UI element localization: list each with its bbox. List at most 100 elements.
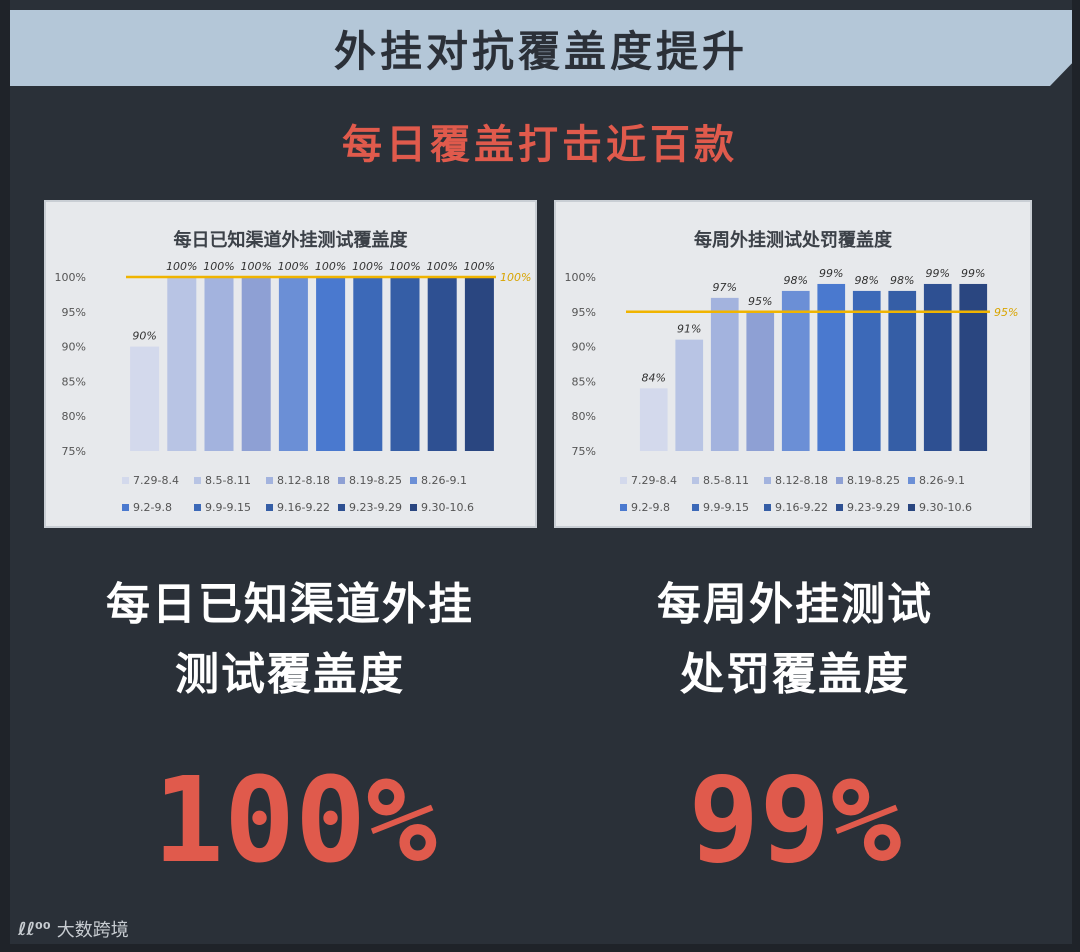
- legend-label: 9.16-9.22: [775, 501, 828, 514]
- y-tick-label: 75%: [62, 445, 86, 458]
- legend-swatch: [908, 477, 915, 484]
- bar-value-label: 100%: [203, 260, 234, 273]
- legend-swatch: [836, 504, 843, 511]
- legend-label: 9.2-9.8: [133, 501, 172, 514]
- y-tick-label: 75%: [572, 445, 596, 458]
- watermark: ℓℓ⁰⁰ 大数跨境: [18, 916, 129, 942]
- bar-value-label: 84%: [642, 371, 666, 384]
- weekly-coverage-chart: 每周外挂测试处罚覆盖度 75% 80% 85% 90% 95% 100% 84% 91% 97% 9…: [565, 229, 1019, 514]
- bar-value-label: 99%: [961, 267, 985, 280]
- reference-line-label: 100%: [500, 271, 531, 284]
- bar-value-label: 100%: [240, 260, 271, 273]
- y-tick-label: 85%: [62, 375, 86, 388]
- weekly-caption-line2: 处罚覆盖度: [680, 649, 910, 700]
- bar: [353, 277, 383, 451]
- reference-line-label: 95%: [994, 306, 1018, 319]
- bar: [888, 290, 917, 451]
- weekly-caption-line1: 每周外挂测试: [657, 579, 933, 630]
- legend-label: 9.23-9.29: [349, 501, 402, 514]
- legend-swatch: [122, 504, 129, 511]
- bar: [390, 277, 420, 451]
- legend-label: 8.12-8.18: [277, 474, 330, 487]
- legend-label: 8.26-9.1: [421, 474, 467, 487]
- daily-caption-line1: 每日已知渠道外挂: [106, 579, 474, 630]
- legend-label: 9.9-9.15: [703, 501, 749, 514]
- legend-swatch: [266, 504, 273, 511]
- bar-value-label: 91%: [677, 323, 701, 336]
- bar: [427, 277, 457, 451]
- legend-swatch: [410, 504, 417, 511]
- bar: [278, 277, 308, 451]
- bar-value-label: 90%: [132, 330, 156, 343]
- daily-coverage-value: 100%: [152, 751, 438, 889]
- chart-title: 每周外挂测试处罚覆盖度: [694, 229, 893, 251]
- daily-coverage-chart: 每日已知渠道外挂测试覆盖度 75% 80% 85% 90% 95% 100% 90% 100% 1…: [55, 229, 532, 514]
- bar: [130, 346, 160, 451]
- bar-value-label: 95%: [748, 295, 772, 308]
- legend-label: 7.29-8.4: [133, 474, 179, 487]
- legend-label: 9.2-9.8: [631, 501, 670, 514]
- page-subtitle: 每日覆盖打击近百款: [342, 122, 738, 168]
- legend-swatch: [194, 477, 201, 484]
- bar-value-label: 100%: [166, 260, 197, 273]
- legend-swatch: [620, 477, 627, 484]
- bar-value-label: 100%: [315, 260, 346, 273]
- legend-label: 8.19-8.25: [349, 474, 402, 487]
- legend-swatch: [620, 504, 627, 511]
- bar-value-label: 100%: [426, 260, 457, 273]
- y-tick-label: 95%: [572, 306, 596, 319]
- bar: [204, 277, 234, 451]
- y-tick-label: 95%: [62, 306, 86, 319]
- bar: [675, 339, 704, 451]
- legend-swatch: [764, 477, 771, 484]
- bar-value-label: 100%: [352, 260, 383, 273]
- legend-label: 9.30-10.6: [421, 501, 474, 514]
- bar: [167, 277, 197, 451]
- legend-swatch: [266, 477, 273, 484]
- bar: [817, 283, 846, 451]
- y-tick-label: 80%: [62, 410, 86, 423]
- y-tick-label: 90%: [572, 341, 596, 354]
- bar: [852, 290, 881, 451]
- bar: [464, 277, 494, 451]
- bar-value-label: 99%: [926, 267, 950, 280]
- legend-swatch: [122, 477, 129, 484]
- legend-label: 8.26-9.1: [919, 474, 965, 487]
- bar-value-label: 97%: [713, 281, 737, 294]
- legend-label: 8.5-8.11: [703, 474, 749, 487]
- bar: [959, 283, 988, 451]
- bar: [710, 297, 739, 451]
- legend-swatch: [410, 477, 417, 484]
- legend-swatch: [836, 477, 843, 484]
- bar: [316, 277, 346, 451]
- y-tick-label: 85%: [572, 375, 596, 388]
- weekly-coverage-caption: 每周外挂测试 处罚覆盖度: [560, 570, 1030, 710]
- legend-label: 9.16-9.22: [277, 501, 330, 514]
- bar-value-label: 100%: [464, 260, 495, 273]
- legend-swatch: [338, 504, 345, 511]
- legend-swatch: [908, 504, 915, 511]
- bar: [639, 388, 668, 451]
- legend-swatch: [194, 504, 201, 511]
- bar: [746, 311, 775, 451]
- daily-coverage-chart-panel: 每日已知渠道外挂测试覆盖度 75% 80% 85% 90% 95% 100% 90% 100% 1…: [44, 200, 537, 528]
- legend-label: 9.30-10.6: [919, 501, 972, 514]
- y-tick-label: 80%: [572, 410, 596, 423]
- weekly-coverage-chart-panel: 每周外挂测试处罚覆盖度 75% 80% 85% 90% 95% 100% 84% 91% 97% 9…: [554, 200, 1032, 528]
- legend-label: 9.9-9.15: [205, 501, 251, 514]
- daily-coverage-caption: 每日已知渠道外挂 测试覆盖度: [50, 570, 530, 710]
- bar: [241, 277, 271, 451]
- watermark-logo-icon: ℓℓ⁰⁰: [18, 918, 51, 940]
- bar-value-label: 100%: [389, 260, 420, 273]
- y-tick-label: 100%: [55, 271, 86, 284]
- y-tick-label: 100%: [565, 271, 596, 284]
- bar-value-label: 98%: [890, 274, 914, 287]
- legend-swatch: [692, 477, 699, 484]
- legend-swatch: [692, 504, 699, 511]
- page-title: 外挂对抗覆盖度提升: [333, 26, 748, 76]
- legend-label: 9.23-9.29: [847, 501, 900, 514]
- bar: [923, 283, 952, 451]
- watermark-text: 大数跨境: [56, 920, 129, 941]
- bar-value-label: 100%: [278, 260, 309, 273]
- y-tick-label: 90%: [62, 341, 86, 354]
